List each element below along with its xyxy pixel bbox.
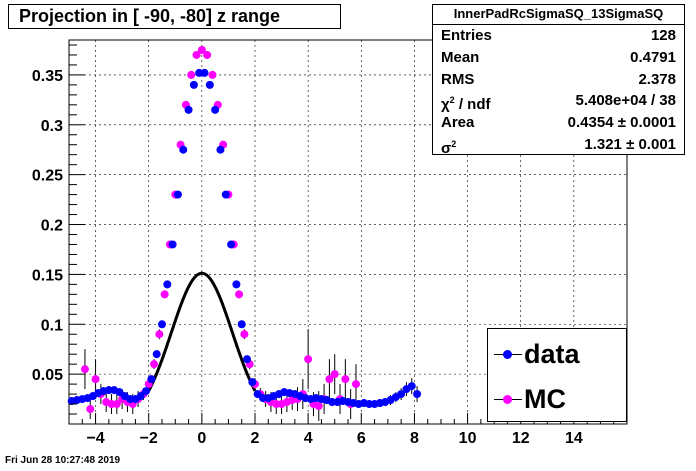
data-point [136, 392, 145, 401]
stats-row-rms: RMS 2.378 [433, 69, 684, 91]
data-series-layer [67, 68, 422, 409]
stats-value: 2.378 [638, 70, 676, 88]
mc-point [203, 50, 212, 59]
y-tick-label: 0.1 [41, 317, 63, 334]
data-point [179, 145, 188, 154]
mc-point [150, 360, 159, 369]
data-point [147, 375, 156, 384]
stats-value: 1.321 ± 0.001 [584, 135, 676, 153]
stats-value: 5.408e+04 / 38 [575, 92, 676, 110]
data-point [248, 378, 257, 387]
mc-point [330, 370, 339, 379]
data-point [200, 68, 209, 77]
legend-label-data: data [524, 339, 580, 369]
y-tick-label: 0.25 [32, 168, 63, 185]
fit-curve [147, 271, 257, 392]
data-point [232, 280, 241, 289]
legend-entry-data: data [488, 332, 628, 376]
data-point [184, 105, 193, 114]
stats-row-entries: Entries 128 [433, 25, 684, 47]
data-point [216, 145, 225, 154]
x-tick-label: 14 [565, 430, 583, 447]
data-point [189, 80, 198, 89]
stats-value: 0.4354 ± 0.0001 [567, 114, 676, 132]
data-point [413, 390, 422, 399]
data-point [221, 190, 230, 199]
stats-row-area: Area 0.4354 ± 0.0001 [433, 112, 684, 134]
data-point [152, 350, 161, 359]
plot-title: Projection in [ -90, -80] z range [8, 4, 341, 29]
mc-point [208, 70, 217, 79]
timestamp-label: Fri Jun 28 10:27:48 2019 [5, 455, 121, 466]
x-tick-label: 8 [410, 430, 419, 447]
stats-key: Area [441, 114, 475, 132]
mc-point [304, 355, 313, 364]
stats-histogram-name: InnerPadRcSigmaSQ_13SigmaSQ [433, 5, 684, 25]
stats-row-sigma2: σ2 1.321 ± 0.001 [433, 134, 684, 157]
data-point [205, 80, 214, 89]
stats-row-mean: Mean 0.4791 [433, 47, 684, 69]
mc-point [112, 400, 121, 409]
mc-point [314, 402, 323, 411]
mc-point [192, 50, 201, 59]
data-point [227, 240, 236, 249]
stats-key: Entries [441, 27, 492, 44]
stats-value: 0.4791 [630, 48, 676, 66]
legend-label-mc: MC [524, 384, 566, 414]
data-point [237, 320, 246, 329]
mc-point [187, 70, 196, 79]
x-tick-label: 4 [304, 430, 313, 447]
stats-key: Mean [441, 48, 480, 66]
data-point [168, 240, 177, 249]
fit-curve-layer [147, 271, 257, 392]
legend: data MC [487, 328, 627, 422]
data-point [397, 390, 406, 399]
x-tick-label: 10 [459, 430, 477, 447]
mc-point [341, 375, 350, 384]
mc-point [155, 330, 164, 339]
legend-marker-data [503, 350, 512, 359]
x-tick-label: 0 [197, 430, 206, 447]
x-tick-label: 12 [512, 430, 530, 447]
mc-point [351, 380, 360, 389]
stats-key: χ2 / ndf [441, 95, 491, 114]
x-tick-label: 6 [357, 430, 366, 447]
mc-point [160, 290, 169, 299]
stats-key: σ2 [441, 138, 457, 157]
data-point [173, 190, 182, 199]
y-tick-label: 0.3 [41, 118, 63, 135]
data-point [243, 355, 252, 364]
stats-value: 128 [650, 27, 676, 44]
x-tick-label: −2 [140, 430, 158, 447]
data-point [211, 105, 220, 114]
mc-point [86, 405, 95, 414]
data-point [163, 280, 172, 289]
mc-point [91, 375, 100, 384]
stats-box: InnerPadRcSigmaSQ_13SigmaSQ Entries 128 … [432, 4, 685, 157]
mc-point [235, 290, 244, 299]
axes-layer: −4 −2 0 2 4 6 8 10 12 14 0.05 0.1 0.15 0.2 0.25 0.3 0.35 [32, 44, 615, 447]
y-tick-label: 0.15 [32, 267, 63, 284]
data-point [142, 387, 151, 396]
legend-marker-mc [503, 395, 512, 404]
mc-point [197, 45, 206, 54]
stats-row-chi2: χ2 / ndf 5.408e+04 / 38 [433, 90, 684, 113]
y-tick-label: 0.35 [32, 68, 63, 85]
mc-point [240, 330, 249, 339]
mc-point [325, 375, 334, 384]
data-point [407, 382, 416, 391]
y-tick-label: 0.2 [41, 218, 63, 235]
x-tick-label: −4 [86, 430, 104, 447]
mc-point [80, 365, 89, 374]
stats-key: RMS [441, 70, 475, 88]
x-tick-label: 2 [251, 430, 260, 447]
data-point [158, 320, 166, 329]
legend-entry-mc: MC [488, 377, 628, 421]
y-tick-label: 0.05 [32, 367, 63, 384]
